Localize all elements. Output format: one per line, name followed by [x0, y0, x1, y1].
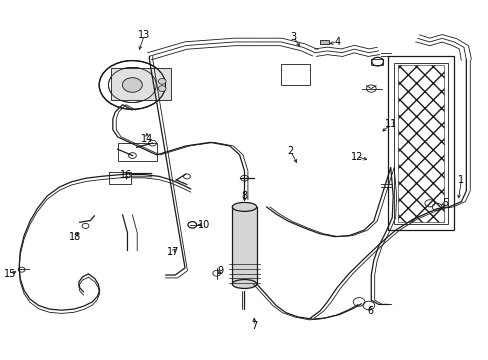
Text: 3: 3 — [289, 32, 296, 41]
Bar — [232, 207, 256, 284]
Text: 15: 15 — [4, 269, 17, 279]
Text: 18: 18 — [69, 232, 81, 242]
Text: 7: 7 — [251, 321, 257, 331]
Text: 17: 17 — [166, 247, 179, 257]
Bar — [109, 172, 131, 184]
Text: 6: 6 — [366, 306, 373, 316]
Text: 1: 1 — [457, 175, 464, 185]
Bar — [281, 64, 310, 85]
Text: 4: 4 — [333, 37, 340, 47]
Ellipse shape — [232, 202, 256, 211]
Text: 16: 16 — [120, 170, 132, 180]
Text: 5: 5 — [441, 198, 447, 208]
Bar — [370, 59, 383, 65]
Circle shape — [122, 78, 142, 92]
Circle shape — [158, 86, 166, 91]
Bar — [397, 64, 444, 222]
Circle shape — [122, 78, 142, 92]
Bar — [387, 56, 453, 230]
Text: 8: 8 — [241, 191, 247, 201]
Bar — [320, 40, 328, 44]
Bar — [393, 63, 447, 224]
Text: 2: 2 — [287, 146, 293, 156]
Text: 10: 10 — [198, 220, 210, 230]
Bar — [111, 68, 171, 100]
Text: 13: 13 — [138, 30, 150, 40]
Text: 12: 12 — [350, 152, 362, 162]
Text: 9: 9 — [217, 266, 223, 276]
Text: 11: 11 — [384, 120, 396, 129]
Text: 14: 14 — [141, 134, 153, 144]
Ellipse shape — [232, 279, 256, 288]
Bar — [118, 143, 157, 161]
Circle shape — [158, 78, 166, 84]
